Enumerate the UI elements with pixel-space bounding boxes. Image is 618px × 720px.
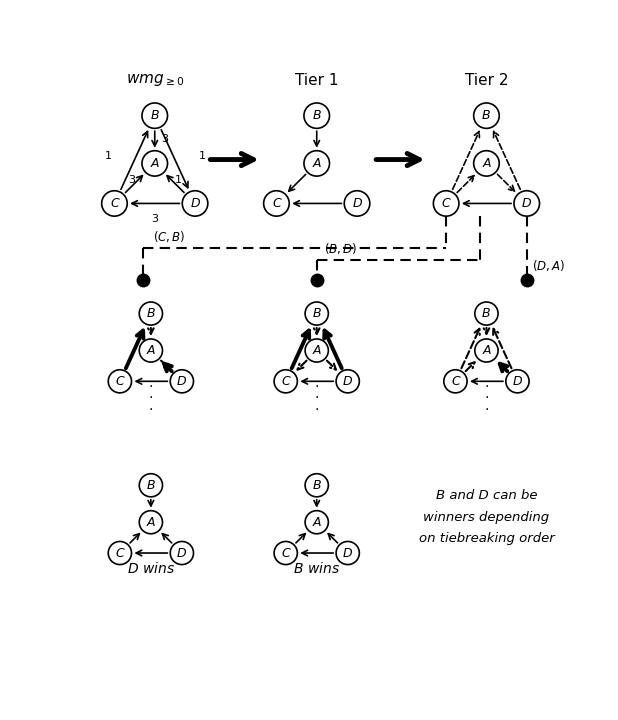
Text: D: D [343,375,352,388]
Text: A: A [151,157,159,170]
Circle shape [305,474,328,497]
Circle shape [142,150,167,176]
Text: $D\ wins$: $D\ wins$ [127,561,175,576]
Text: winners depending: winners depending [423,510,549,523]
Circle shape [473,150,499,176]
Circle shape [139,302,163,325]
Text: A: A [313,344,321,357]
Circle shape [475,302,498,325]
Circle shape [139,510,163,534]
Text: B: B [146,307,155,320]
Text: Tier 2: Tier 2 [465,73,508,88]
Text: D: D [352,197,362,210]
Text: C: C [272,197,281,210]
Circle shape [305,339,328,362]
Circle shape [473,103,499,128]
Text: D: D [177,546,187,559]
Text: C: C [451,375,460,388]
Text: $(D,A)$: $(D,A)$ [532,258,565,273]
Text: 1: 1 [104,150,112,161]
Circle shape [108,370,132,393]
Circle shape [433,191,459,216]
Text: 1: 1 [199,150,206,161]
Text: B: B [482,109,491,122]
Text: $wmg_{\geq 0}$: $wmg_{\geq 0}$ [125,72,184,89]
Text: C: C [442,197,451,210]
Text: A: A [313,157,321,170]
Circle shape [336,370,359,393]
Text: C: C [116,375,124,388]
Text: .
.
.: . . . [315,376,319,413]
Circle shape [170,541,193,564]
Circle shape [264,191,289,216]
Circle shape [304,150,329,176]
Text: B: B [313,479,321,492]
Text: C: C [116,546,124,559]
Circle shape [304,103,329,128]
Circle shape [108,541,132,564]
Text: B: B [482,307,491,320]
Text: D: D [513,375,522,388]
Text: A: A [313,516,321,528]
Circle shape [142,103,167,128]
Circle shape [344,191,370,216]
Text: B: B [313,109,321,122]
Text: B: B [313,307,321,320]
Text: A: A [482,157,491,170]
Text: C: C [281,375,290,388]
Text: C: C [281,546,290,559]
Circle shape [170,370,193,393]
Text: A: A [482,344,491,357]
Circle shape [274,541,297,564]
Text: A: A [146,516,155,528]
Text: 1: 1 [174,176,182,185]
Circle shape [475,339,498,362]
Text: D: D [522,197,531,210]
Text: D: D [343,546,352,559]
Text: .
.
.: . . . [149,376,153,413]
Text: .
.
.: . . . [485,376,489,413]
Text: D: D [177,375,187,388]
Circle shape [336,541,359,564]
Text: 3: 3 [161,134,168,144]
Text: 3: 3 [151,214,158,224]
Text: A: A [146,344,155,357]
Text: C: C [110,197,119,210]
Circle shape [305,302,328,325]
Circle shape [514,191,540,216]
Circle shape [182,191,208,216]
Circle shape [139,339,163,362]
Text: B: B [146,479,155,492]
Text: on tiebreaking order: on tiebreaking order [418,532,554,545]
Circle shape [274,370,297,393]
Text: $(C,B)$: $(C,B)$ [153,229,185,244]
Text: Tier 1: Tier 1 [295,73,339,88]
Text: D: D [190,197,200,210]
Text: B and D can be: B and D can be [436,489,537,502]
Text: $B\ wins$: $B\ wins$ [294,561,340,576]
Circle shape [139,474,163,497]
Text: B: B [150,109,159,122]
Circle shape [444,370,467,393]
Circle shape [506,370,529,393]
Circle shape [305,510,328,534]
Circle shape [102,191,127,216]
Text: 3: 3 [128,176,135,185]
Text: $(B,D)$: $(B,D)$ [324,240,357,256]
